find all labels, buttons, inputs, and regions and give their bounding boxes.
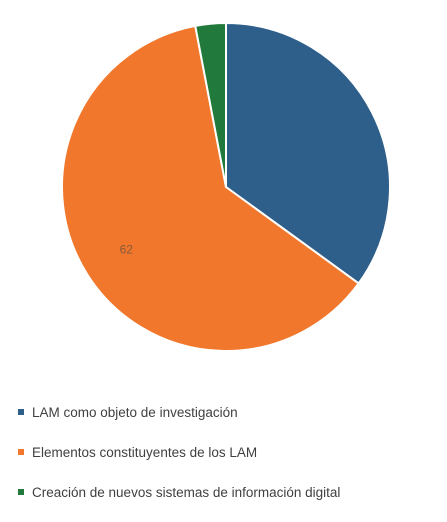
legend-swatch: [18, 489, 24, 495]
pie-slice: [61, 24, 360, 352]
pie-chart: 62: [61, 21, 391, 352]
legend-item-lam-objeto: LAM como objeto de investigación: [18, 402, 340, 422]
legend-label: LAM como objeto de investigación: [32, 404, 238, 420]
legend-swatch: [18, 409, 24, 415]
pie-slice: [225, 22, 391, 285]
legend-item-elementos: Elementos constituyentes de los LAM: [18, 442, 340, 462]
legend-label: Elementos constituyentes de los LAM: [32, 444, 258, 460]
pie-slice: [194, 21, 227, 188]
legend-item-creacion: Creación de nuevos sistemas de informaci…: [18, 482, 340, 502]
legend-swatch: [18, 449, 24, 455]
legend-label: Creación de nuevos sistemas de informaci…: [32, 484, 341, 500]
chart-legend: LAM como objeto de investigación Element…: [18, 402, 340, 522]
pie-data-label: 62: [120, 242, 134, 256]
